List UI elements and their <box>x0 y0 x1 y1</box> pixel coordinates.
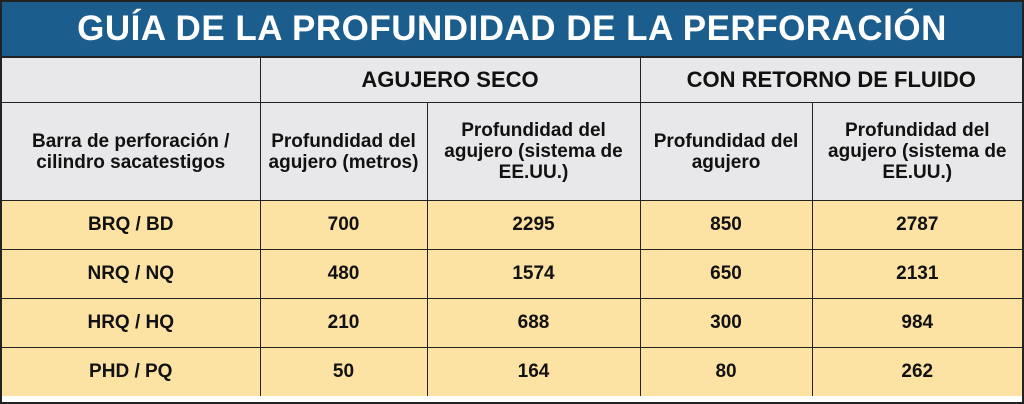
column-header: Barra de perforación / cilindro sacatest… <box>2 102 261 201</box>
depth-value: 262 <box>811 347 1023 396</box>
depth-value: 688 <box>426 298 641 348</box>
column-header-row: Barra de perforación / cilindro sacatest… <box>2 102 1023 201</box>
depth-value: 210 <box>259 298 428 348</box>
group-header: AGUJERO SECO <box>259 58 641 103</box>
depth-value: 50 <box>259 347 428 396</box>
group-header-row: AGUJERO SECO CON RETORNO DE FLUIDO <box>2 58 1023 103</box>
depth-value: 80 <box>639 347 813 396</box>
column-header: Profundidad del agujero (sistema de EE.U… <box>426 102 641 201</box>
depth-value: 2131 <box>811 249 1023 299</box>
depth-value: 480 <box>259 249 428 299</box>
table-body: AGUJERO SECO CON RETORNO DE FLUIDO Barra d… <box>2 58 1023 396</box>
column-header: Profundidad del agujero (metros) <box>259 102 428 201</box>
depth-value: 700 <box>259 200 428 250</box>
depth-value: 2787 <box>811 200 1023 250</box>
depth-value: 984 <box>811 298 1023 348</box>
depth-value: 1574 <box>426 249 641 299</box>
empty-header-cell <box>2 58 261 103</box>
row-label: NRQ / NQ <box>2 249 261 299</box>
depth-value: 300 <box>639 298 813 348</box>
data-row: BRQ / BD 700 2295 850 2787 <box>2 200 1023 250</box>
data-row: PHD / PQ 50 164 80 262 <box>2 347 1023 396</box>
depth-value: 850 <box>639 200 813 250</box>
depth-table: AGUJERO SECO CON RETORNO DE FLUIDO Barra d… <box>2 58 1023 396</box>
data-row: NRQ / NQ 480 1574 650 2131 <box>2 249 1023 299</box>
depth-value: 2295 <box>426 200 641 250</box>
row-label: PHD / PQ <box>2 347 261 396</box>
depth-value: 164 <box>426 347 641 396</box>
title: GUÍA DE LA PROFUNDIDAD DE LA PERFORACIÓN <box>2 2 1022 58</box>
group-header: CON RETORNO DE FLUIDO <box>639 58 1023 103</box>
column-header: Profundidad del agujero <box>639 102 813 201</box>
data-row: HRQ / HQ 210 688 300 984 <box>2 298 1023 348</box>
row-label: HRQ / HQ <box>2 298 261 348</box>
depth-value: 650 <box>639 249 813 299</box>
column-header: Profundidad del agujero (sistema de EE.U… <box>811 102 1023 201</box>
row-label: BRQ / BD <box>2 200 261 250</box>
